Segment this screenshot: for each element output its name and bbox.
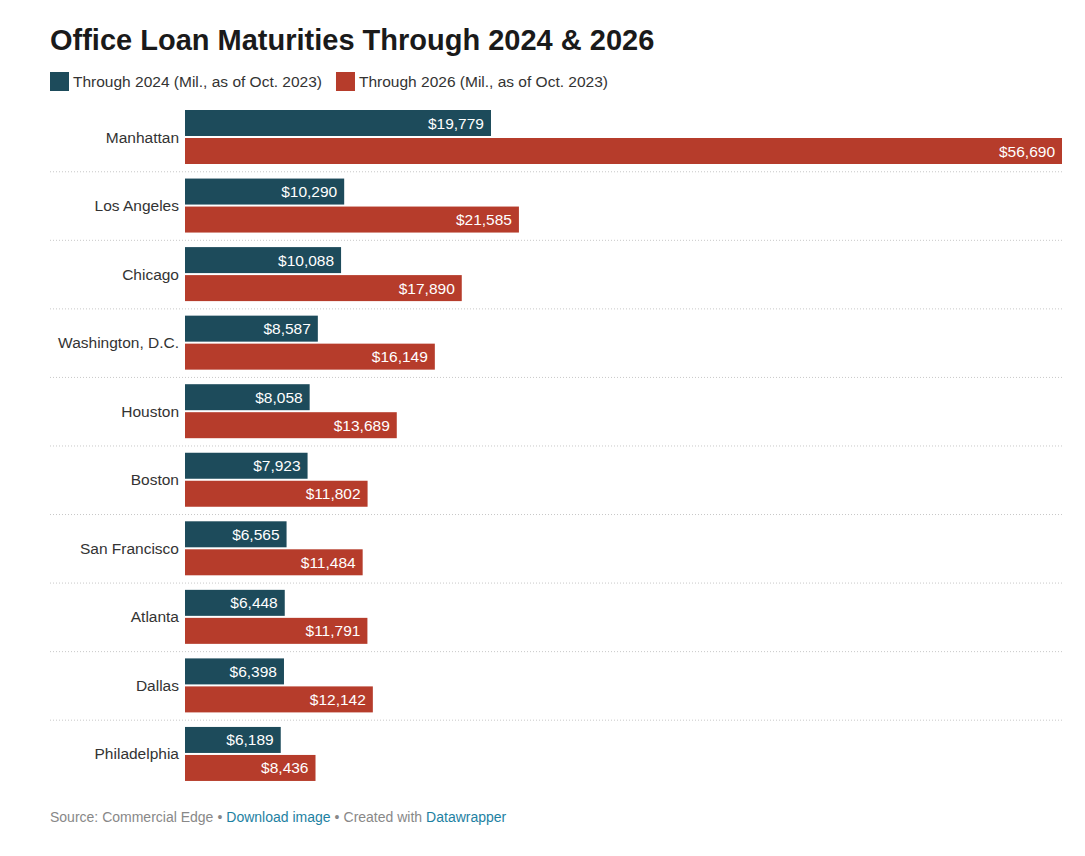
data-label: $19,779 bbox=[428, 115, 484, 132]
row-separators bbox=[50, 172, 1062, 720]
bar bbox=[185, 247, 341, 273]
data-label: $8,436 bbox=[261, 759, 308, 776]
bar bbox=[185, 658, 284, 684]
legend-swatch bbox=[50, 72, 69, 91]
data-label: $6,189 bbox=[226, 731, 273, 748]
category-label: Houston bbox=[121, 403, 179, 420]
data-label: $56,690 bbox=[999, 143, 1055, 160]
bar bbox=[185, 316, 318, 342]
data-label: $12,142 bbox=[310, 691, 366, 708]
data-label: $6,448 bbox=[230, 594, 277, 611]
credit-link[interactable]: Datawrapper bbox=[426, 809, 506, 825]
row-separator bbox=[50, 171, 1062, 172]
row-separator bbox=[50, 583, 1062, 584]
bar bbox=[185, 590, 285, 616]
bar bbox=[185, 110, 491, 136]
bar bbox=[185, 412, 397, 438]
legend-label: Through 2026 (Mil., as of Oct. 2023) bbox=[359, 73, 608, 90]
row-separator bbox=[50, 445, 1062, 446]
credit-prefix: Created with bbox=[344, 809, 423, 825]
data-label: $10,290 bbox=[281, 183, 337, 200]
bar bbox=[185, 521, 287, 547]
legend-swatch bbox=[336, 72, 355, 91]
download-link[interactable]: Download image bbox=[226, 809, 330, 825]
bar bbox=[185, 727, 281, 753]
legend-label: Through 2024 (Mil., as of Oct. 2023) bbox=[73, 73, 322, 90]
title: Office Loan Maturities Through 2024 & 20… bbox=[50, 24, 654, 56]
data-label: $16,149 bbox=[372, 348, 428, 365]
bar bbox=[185, 344, 435, 370]
data-label: $8,587 bbox=[263, 320, 310, 337]
bar bbox=[185, 179, 344, 205]
row-separator bbox=[50, 240, 1062, 241]
category-label: Philadelphia bbox=[95, 745, 180, 762]
bar bbox=[185, 686, 373, 712]
footer: Source: Commercial Edge•Download image•C… bbox=[50, 809, 507, 825]
row-separator bbox=[50, 720, 1062, 721]
data-label: $13,689 bbox=[334, 417, 390, 434]
bars bbox=[185, 110, 1062, 781]
bar bbox=[185, 453, 308, 479]
bar bbox=[185, 207, 519, 233]
data-label: $11,802 bbox=[306, 485, 361, 502]
category-label: Manhattan bbox=[106, 129, 179, 146]
bar bbox=[185, 138, 1062, 164]
data-label: $11,484 bbox=[301, 554, 356, 571]
data-label: $11,791 bbox=[306, 622, 361, 639]
row-separator bbox=[50, 514, 1062, 515]
row-separator bbox=[50, 651, 1062, 652]
category-label: Dallas bbox=[136, 677, 179, 694]
data-label: $7,923 bbox=[253, 457, 300, 474]
data-label: $6,398 bbox=[230, 663, 277, 680]
labels: Manhattan $19,779 $56,690 Los Angeles $10,29… bbox=[58, 115, 1055, 777]
category-label: Atlanta bbox=[131, 608, 180, 625]
bar bbox=[185, 481, 368, 507]
data-label: $8,058 bbox=[255, 389, 302, 406]
row-separator bbox=[50, 308, 1062, 309]
bar bbox=[185, 384, 310, 410]
data-label: $10,088 bbox=[278, 252, 334, 269]
category-label: Washington, D.C. bbox=[58, 334, 179, 351]
category-label: Boston bbox=[131, 471, 179, 488]
category-label: Chicago bbox=[122, 266, 179, 283]
separator: • bbox=[217, 809, 222, 825]
category-label: Los Angeles bbox=[95, 197, 180, 214]
source: Source: Commercial Edge bbox=[50, 809, 214, 825]
bar bbox=[185, 618, 367, 644]
data-label: $17,890 bbox=[399, 280, 455, 297]
data-label: $6,565 bbox=[232, 526, 279, 543]
data-label: $21,585 bbox=[456, 211, 512, 228]
bar bbox=[185, 755, 316, 781]
row-separator bbox=[50, 377, 1062, 378]
separator: • bbox=[335, 809, 340, 825]
category-label: San Francisco bbox=[80, 540, 179, 557]
bar bbox=[185, 275, 462, 301]
bar bbox=[185, 549, 363, 575]
